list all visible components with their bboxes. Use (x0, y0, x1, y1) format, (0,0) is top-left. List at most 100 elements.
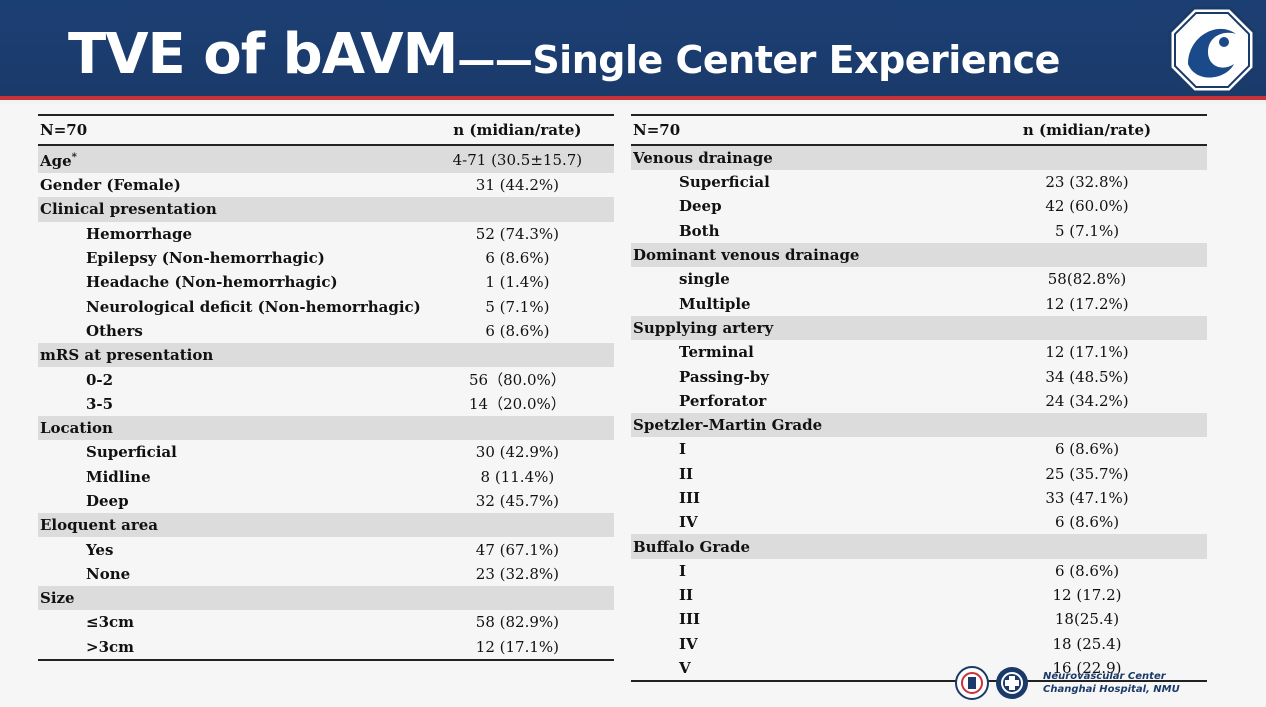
footnote-mark: * (71, 152, 77, 163)
header-sample-size: N=70 (38, 114, 421, 146)
row-value: 52 (74.3%) (475, 224, 559, 243)
footer-line-2: Changhai Hospital, NMU (1043, 684, 1180, 695)
row-label: Multiple (631, 291, 967, 315)
table-row: ≤3cm 58 (82.9%) (38, 610, 614, 634)
table-row: Terminal 12 (17.1%) (631, 340, 1207, 364)
row-value: 18(25.4) (1054, 610, 1120, 629)
table-row: Passing-by 34 (48.5%) (631, 364, 1207, 388)
row-label: Epilepsy (Non-hemorrhagic) (38, 246, 421, 270)
table-row: Midline 8 (11.4%) (38, 465, 614, 489)
row-label: Clinical presentation (38, 197, 421, 222)
row-value: 12 (17.2) (1052, 586, 1122, 605)
row-label-text: single (679, 270, 730, 289)
row-label-text: IV (679, 634, 698, 653)
row-label-text: Size (40, 589, 75, 608)
row-label-text: Headache (Non-hemorrhagic) (86, 273, 338, 292)
row-label: Neurological deficit (Non-hemorrhagic) (38, 294, 421, 318)
row-value: 23 (32.8%) (475, 564, 559, 583)
row-value (967, 145, 1207, 170)
row-label: Terminal (631, 340, 967, 364)
row-value: 25 (35.7%) (1045, 464, 1129, 483)
row-value (420, 513, 614, 538)
row-label-text: Spetzler-Martin Grade (633, 416, 823, 435)
table-row: I 6 (8.6%) (631, 437, 1207, 461)
row-label-text: Location (40, 419, 113, 438)
row-label: Size (38, 586, 421, 611)
row-label: 3-5 (38, 392, 421, 416)
row-value (967, 412, 1207, 438)
footer-logos (955, 666, 1028, 700)
table-row: 0-2 56（80.0%） (38, 367, 614, 391)
row-label: Passing-by (631, 364, 967, 388)
title-main: TVE of bAVM (68, 22, 458, 87)
row-label: Perforator (631, 389, 967, 413)
category-row: Age* 4-71 (30.5±15.7) (38, 145, 614, 173)
table-row: IV 18 (25.4) (631, 632, 1207, 656)
row-label: >3cm (38, 634, 421, 661)
row-label-text: Yes (86, 540, 114, 559)
category-row: Gender (Female) 31 (44.2%) (38, 173, 614, 197)
row-value: 23 (32.8%) (1045, 173, 1129, 192)
row-label-text: Midline (86, 467, 151, 486)
category-row: Size (38, 586, 614, 611)
row-label-text: Neurological deficit (Non-hemorrhagic) (86, 297, 421, 316)
row-label: mRS at presentation (38, 343, 421, 368)
row-label: Age* (38, 145, 421, 173)
row-label: IV (631, 632, 967, 656)
row-label: III (631, 607, 967, 631)
row-label-text: Multiple (679, 294, 751, 313)
table-row: IV 6 (8.6%) (631, 510, 1207, 534)
row-label-text: III (679, 489, 701, 507)
table-row: None 23 (32.8%) (38, 562, 614, 586)
table-row: Neurological deficit (Non-hemorrhagic) 5 … (38, 294, 614, 318)
row-value: 1 (1.4%) (485, 273, 550, 292)
row-value (420, 415, 614, 441)
row-value: 31 (44.2%) (475, 176, 559, 195)
row-label-text: 0-2 (86, 370, 114, 389)
category-row: Dominant venous drainage (631, 242, 1207, 268)
table-row: Superficial 23 (32.8%) (631, 170, 1207, 194)
row-value: 34 (48.5%) (1045, 367, 1129, 386)
row-value: 12 (17.2%) (1045, 294, 1129, 313)
footer-credit: Neurovascular Center Changhai Hospital, … (1043, 670, 1180, 696)
row-label: Location (38, 415, 421, 441)
row-label: Deep (631, 194, 967, 218)
row-value (967, 242, 1207, 268)
table-row: Epilepsy (Non-hemorrhagic) 6 (8.6%) (38, 246, 614, 270)
hospital-seal-icon (996, 667, 1028, 699)
table-header-row: N=70 n (midian/rate) (631, 114, 1207, 146)
header-value: n (midian/rate) (967, 114, 1207, 146)
slide-body: N=70 n (midian/rate) Age* 4-71 (30.5±15.7) G… (0, 104, 1266, 707)
category-row: Buffalo Grade (631, 534, 1207, 559)
row-label-text: Epilepsy (Non-hemorrhagic) (86, 249, 325, 268)
table-row: Yes 47 (67.1%) (38, 537, 614, 561)
row-value: 14（20.0%） (469, 394, 566, 413)
left-table: N=70 n (midian/rate) Age* 4-71 (30.5±15.7) G… (38, 114, 614, 661)
row-label: IV (631, 510, 967, 534)
row-label: Gender (Female) (38, 173, 421, 197)
row-label-text: Passing-by (679, 367, 770, 386)
category-row: mRS at presentation (38, 343, 614, 368)
row-label-text: Deep (679, 197, 722, 216)
row-label: Others (38, 319, 421, 343)
row-value (420, 343, 614, 368)
category-row: Clinical presentation (38, 197, 614, 222)
university-seal-icon (955, 666, 989, 700)
row-label: V (631, 655, 967, 682)
row-value (420, 586, 614, 611)
row-label-text: 3-5 (86, 394, 114, 413)
table-header-row: N=70 n (midian/rate) (38, 114, 614, 146)
category-row: Venous drainage (631, 145, 1207, 170)
row-label: Hemorrhage (38, 222, 421, 246)
table-row: Others 6 (8.6%) (38, 319, 614, 343)
row-label-text: Superficial (86, 443, 177, 462)
row-label: Superficial (631, 170, 967, 194)
category-row: Eloquent area (38, 513, 614, 538)
row-label-text: Supplying artery (633, 318, 774, 337)
row-label-text: I (679, 561, 687, 580)
row-label: I (631, 437, 967, 461)
row-label: Superficial (38, 440, 421, 464)
category-row: Location (38, 415, 614, 441)
row-label-text: II (679, 586, 694, 605)
row-label: ≤3cm (38, 610, 421, 634)
